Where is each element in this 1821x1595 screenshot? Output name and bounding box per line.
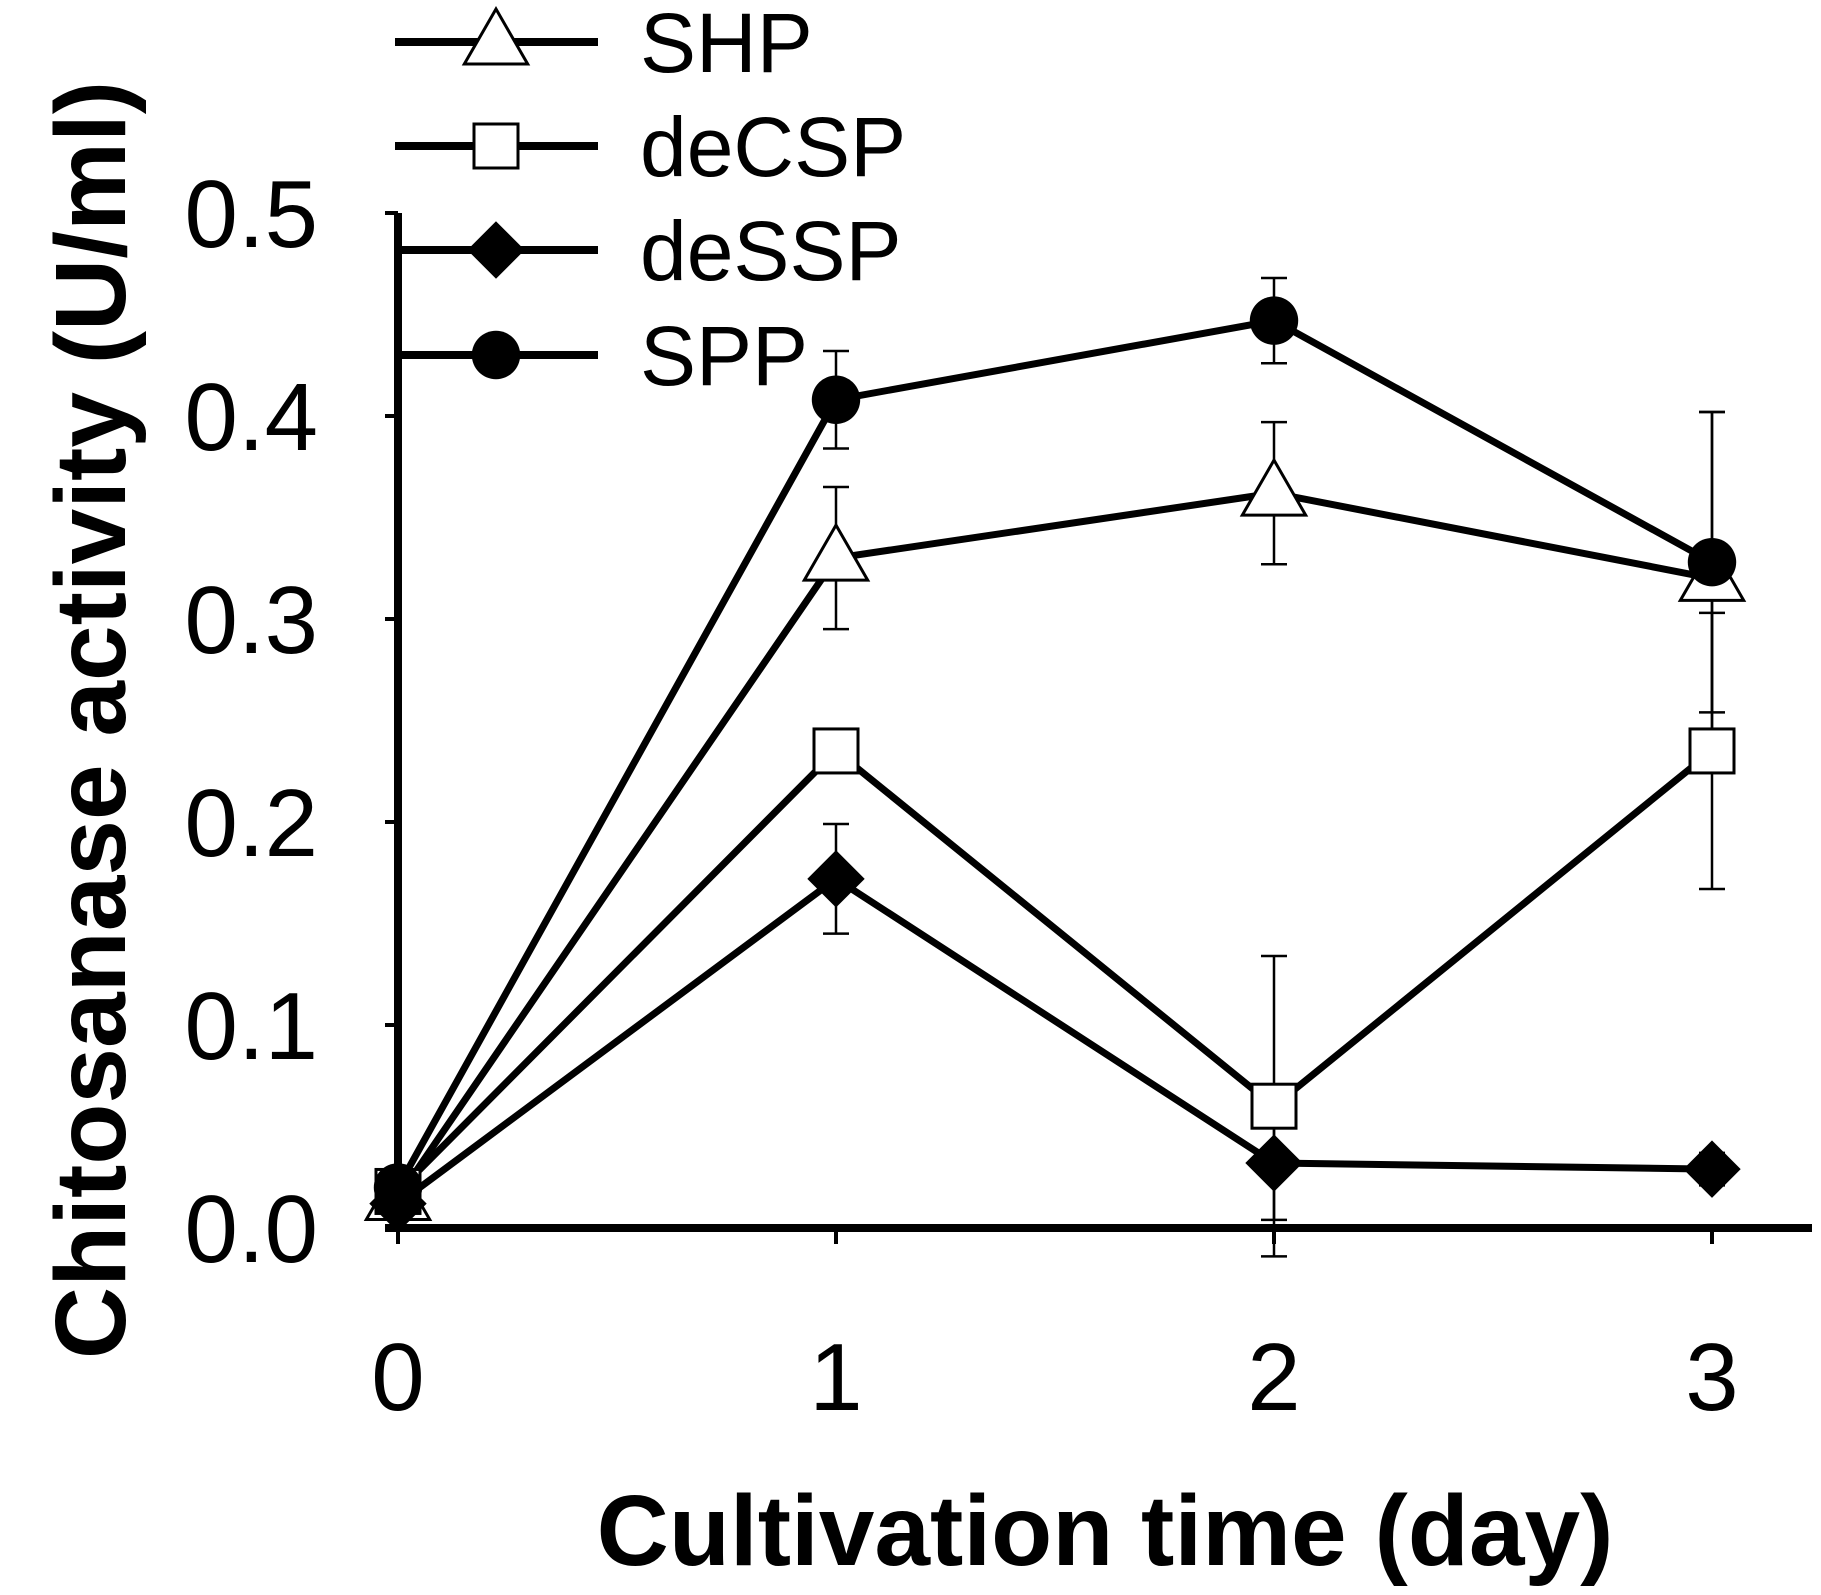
legend-label-shp: SHP (640, 0, 813, 90)
data-point-dessp (807, 850, 865, 908)
data-point-decsp (812, 727, 860, 775)
y-tick-label: 0.4 (185, 364, 318, 471)
data-point-spp (1687, 537, 1737, 587)
y-tick-label: 0.5 (185, 161, 318, 268)
data-point-spp (1249, 296, 1299, 345)
y-axis-title: Chitosanase activity (U/ml) (35, 81, 147, 1359)
error-bars (385, 276, 1725, 1258)
series-line-dessp (395, 875, 1713, 1207)
data-point-dessp (1245, 1134, 1303, 1192)
legend-marker-spp (471, 330, 521, 380)
ticks: 0.0 0.1 0.2 0.3 0.4 0.5 0 1 2 3 (185, 161, 1739, 1431)
legend-marker-dessp (467, 221, 525, 279)
legend-label-spp: SPP (640, 309, 808, 403)
y-tick-label: 0.0 (185, 1176, 318, 1283)
legend-label-decsp: deCSP (640, 100, 906, 194)
series-lines (394, 317, 1715, 1207)
x-tick-label: 3 (1685, 1324, 1738, 1431)
x-tick-label: 0 (371, 1324, 424, 1431)
data-point-spp (373, 1163, 423, 1212)
data-point-decsp (1688, 727, 1736, 775)
series-line-spp (394, 317, 1714, 1190)
series-markers (363, 296, 1747, 1233)
data-point-shp (1239, 457, 1309, 517)
legend: SHP deCSP deSSP SPP (395, 0, 906, 403)
y-tick-label: 0.3 (185, 567, 318, 674)
legend-marker-decsp (472, 122, 520, 170)
y-tick-label: 0.2 (185, 770, 318, 877)
x-tick-label: 1 (809, 1324, 862, 1431)
x-tick-label: 2 (1247, 1324, 1300, 1431)
data-point-decsp (1250, 1082, 1298, 1130)
data-point-spp (811, 375, 861, 424)
legend-marker-shp (461, 5, 531, 66)
x-axis-title: Cultivation time (day) (597, 1475, 1614, 1587)
data-point-dessp (1683, 1140, 1741, 1198)
series-line-decsp (395, 747, 1715, 1194)
series-line-shp (395, 489, 1713, 1200)
axes (385, 213, 1812, 1232)
legend-label-dessp: deSSP (640, 204, 902, 298)
y-tick-label: 0.1 (185, 973, 318, 1080)
data-point-shp (801, 522, 871, 582)
